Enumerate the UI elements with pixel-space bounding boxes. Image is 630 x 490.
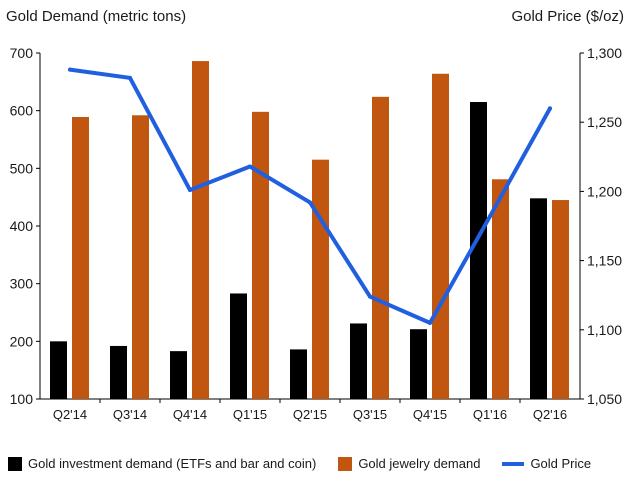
gold-price-point xyxy=(488,214,492,219)
category-label: Q1'16 xyxy=(473,407,507,422)
bar-investment-demand xyxy=(170,351,187,399)
left-tick-label: 500 xyxy=(10,160,34,176)
bar-investment-demand xyxy=(110,345,127,399)
gold-price-point xyxy=(548,106,552,111)
bar-jewelry-demand xyxy=(432,73,449,399)
bar-jewelry-demand xyxy=(132,115,149,399)
legend-swatch-investment xyxy=(8,456,22,471)
bar-investment-demand xyxy=(290,349,307,399)
gold-price-point xyxy=(428,320,432,325)
category-label: Q2'15 xyxy=(293,407,327,422)
bar-jewelry-demand xyxy=(492,179,509,399)
legend-swatch-price xyxy=(502,461,525,466)
right-tick-label: 1,050 xyxy=(587,391,622,407)
bar-jewelry-demand xyxy=(192,61,209,399)
category-label: Q3'15 xyxy=(353,407,387,422)
left-tick-label: 400 xyxy=(10,218,34,234)
right-tick-label: 1,250 xyxy=(587,114,622,130)
legend-item-price: Gold Price xyxy=(502,456,591,471)
category-label: Q4'15 xyxy=(413,407,447,422)
bar-investment-demand xyxy=(50,341,67,399)
category-label: Q3'14 xyxy=(113,407,147,422)
bar-jewelry-demand xyxy=(372,96,389,400)
bar-jewelry-demand xyxy=(312,159,329,399)
legend-label-jewelry: Gold jewelry demand xyxy=(358,456,481,471)
legend-item-investment: Gold investment demand (ETFs and bar and… xyxy=(8,456,316,471)
left-tick-label: 100 xyxy=(10,391,34,407)
gold-price-point xyxy=(188,188,192,193)
bar-investment-demand xyxy=(230,293,247,399)
bar-investment-demand xyxy=(410,329,427,399)
bar-jewelry-demand xyxy=(72,117,89,399)
right-tick-label: 1,200 xyxy=(587,183,622,199)
right-axis-title: Gold Price ($/oz) xyxy=(511,8,624,25)
right-tick-label: 1,100 xyxy=(587,322,622,338)
gold-price-point xyxy=(128,75,132,80)
legend-label-price: Gold Price xyxy=(530,456,592,471)
legend-item-jewelry: Gold jewelry demand xyxy=(338,456,480,471)
legend-swatch-jewelry xyxy=(338,456,353,471)
gold-price-point xyxy=(368,294,372,299)
category-label: Q1'15 xyxy=(233,407,267,422)
gold-price-point xyxy=(308,200,312,205)
gold-price-point xyxy=(248,164,252,169)
left-axis-title: Gold Demand (metric tons) xyxy=(6,8,187,25)
right-tick-label: 1,300 xyxy=(587,45,622,61)
category-label: Q2'16 xyxy=(533,407,567,422)
left-tick-label: 300 xyxy=(10,276,34,292)
bar-investment-demand xyxy=(470,102,487,400)
bar-investment-demand xyxy=(350,323,367,399)
bar-investment-demand xyxy=(530,198,547,399)
left-tick-label: 200 xyxy=(10,333,34,349)
left-tick-label: 600 xyxy=(10,103,34,119)
gold-price-point xyxy=(68,67,72,72)
legend: Gold investment demand (ETFs and bar and… xyxy=(8,456,613,471)
bar-jewelry-demand xyxy=(252,111,269,399)
category-label: Q4'14 xyxy=(173,407,207,422)
category-label: Q2'14 xyxy=(53,407,87,422)
bar-jewelry-demand xyxy=(552,200,569,399)
right-tick-label: 1,150 xyxy=(587,253,622,269)
legend-label-investment: Gold investment demand (ETFs and bar and… xyxy=(28,456,317,471)
left-tick-label: 700 xyxy=(10,45,34,61)
